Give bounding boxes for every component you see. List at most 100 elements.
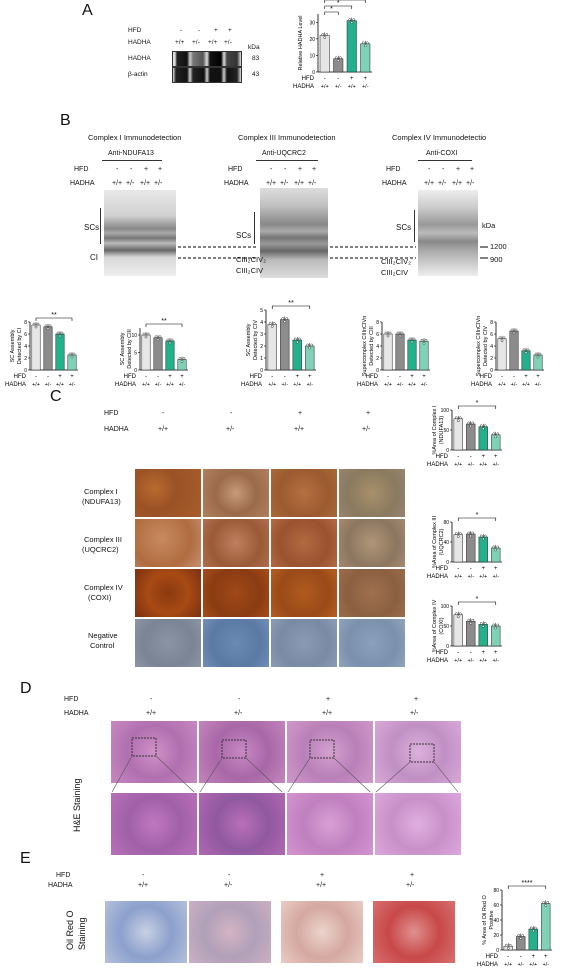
ihc-complex-i-4 (338, 468, 406, 518)
ihc-complex-iv-3 (270, 568, 338, 618)
c-hadha-label: HADHA (104, 426, 129, 433)
data-point-A (348, 18, 352, 21)
sig-bracket-C1 (457, 405, 497, 409)
data-point-B3 (308, 346, 312, 350)
data-point-E (546, 901, 550, 904)
ciii2civ2-label-1: CIII₂CIV₂ (236, 255, 266, 264)
data-point-E (519, 937, 523, 940)
actin-blot (172, 67, 242, 83)
x-genotype-tick-B2: +/- (155, 382, 162, 388)
y-tick-label-B1: 0 (24, 368, 27, 374)
y-label-B3: Detected by CIV (253, 320, 259, 360)
oilred-2 (188, 900, 272, 964)
x-hfd-tick-B4: - (387, 374, 389, 380)
x-genotype-tick-A: +/+ (348, 84, 356, 90)
data-point-B3 (293, 337, 297, 341)
x-hfd-tick-B3: + (308, 374, 312, 380)
blot-gen-3: +/+ (208, 39, 218, 46)
genotype-lane-3: +/+ (140, 180, 151, 187)
data-point-B5 (514, 328, 518, 332)
data-point-B4 (400, 331, 404, 335)
data-point-B1 (58, 334, 62, 338)
data-point-E (504, 943, 508, 947)
hfd-lane-3: + (298, 166, 303, 173)
c-row4-b: Control (90, 641, 115, 650)
y-label-E: % Area of Oil Red O (482, 895, 488, 945)
data-point-B1 (60, 331, 64, 335)
x-genotype-tick-E: +/+ (504, 962, 512, 968)
b-hadha-label-1: HADHA (224, 180, 249, 187)
y-label-B2: SC Assembly (120, 332, 126, 365)
scs-label-3: SCs (396, 223, 412, 232)
y-tick-label-B4: 6 (376, 332, 379, 338)
x-genotype-tick-C2: +/+ (454, 574, 462, 580)
x-hfd-tick-B2: - (145, 374, 147, 380)
hfd-lane-3: + (144, 166, 149, 173)
genotype-lane-4: +/- (308, 180, 317, 187)
x-hfd-tick-B3: - (284, 374, 286, 380)
bar-B4-2 (395, 333, 405, 371)
bar-B1-2 (43, 326, 53, 371)
hfd-lane-3: + (456, 166, 461, 173)
data-point-B5 (524, 351, 528, 355)
x-genotype-tick-B3: +/- (281, 382, 288, 388)
x-hadha-label-B3: HADHA (241, 382, 262, 388)
hfd-lane-3: + (298, 410, 303, 417)
y-label-B4: Supercomplex CIIInCIVn (362, 316, 368, 377)
x-hfd-label-B2: HFD (124, 374, 137, 380)
x-hfd-tick-E: - (520, 954, 522, 960)
b-title-1: Complex I Immunodetection (88, 133, 182, 142)
x-hfd-tick-B1: + (58, 374, 62, 380)
bar-B3-2 (280, 319, 290, 371)
x-hfd-tick-C3: + (481, 650, 485, 656)
panel-label-a: A (82, 2, 93, 19)
data-point-B1 (70, 355, 74, 359)
x-hfd-tick-C3: - (470, 650, 472, 656)
hfd-lane-4: + (366, 410, 371, 417)
x-hfd-tick-B1: - (35, 374, 37, 380)
panel-label-c: C (50, 388, 62, 405)
data-point-B5 (534, 352, 538, 356)
y-tick-label-B5: 2 (490, 356, 493, 362)
bar-B4-3 (407, 339, 417, 371)
bar-C3-1 (453, 614, 463, 647)
data-point-C2 (492, 545, 496, 549)
data-point-C2 (479, 534, 483, 538)
x-hfd-tick-B1: - (47, 374, 49, 380)
data-point-C2 (454, 532, 458, 535)
y-tick-label-B1: 6 (24, 332, 27, 338)
y-label-C3: (COXI) (439, 617, 445, 634)
data-point-E (529, 926, 533, 930)
x-genotype-tick-B1: +/- (69, 382, 76, 388)
x-hfd-tick-E: + (531, 954, 535, 960)
genotype-lane-4: +/- (406, 882, 415, 889)
x-hadha-label-B1: HADHA (5, 382, 26, 388)
ihc-complex-i-1 (134, 468, 202, 518)
data-point-E (533, 926, 537, 930)
y-label-B5: Supercomplex CIIInCIVn (476, 316, 482, 377)
data-point-B2 (180, 360, 184, 363)
sig-label-C1: * (476, 400, 479, 407)
kda-b: kDa (482, 221, 496, 230)
genotype-lane-1: +/+ (138, 882, 149, 889)
data-point-B4 (396, 331, 400, 335)
ihc-negative-4 (338, 618, 406, 668)
x-genotype-tick-C1: +/- (492, 462, 499, 468)
x-hfd-tick-A: - (324, 76, 326, 82)
blot-gen-1: +/+ (175, 39, 185, 46)
x-hfd-tick-B5: + (524, 374, 528, 380)
d-hfd-label: HFD (64, 696, 79, 703)
data-point-C1 (471, 421, 475, 425)
data-point-B2 (154, 335, 158, 339)
x-genotype-tick-B5: +/- (511, 382, 518, 388)
scs-label-2: SCs (236, 231, 252, 240)
d-hadha-label: HADHA (64, 710, 89, 717)
x-genotype-tick-C2: +/- (492, 574, 499, 580)
y-tick-label-B3: 1 (260, 356, 263, 362)
y-tick-label-C1: 100 (441, 408, 450, 414)
gel-complex-iv (418, 190, 478, 276)
genotype-lane-3: +/+ (294, 180, 305, 187)
y-label-C2: %Area of Complex III (432, 516, 438, 568)
y-tick-label-E: 80 (493, 888, 499, 894)
